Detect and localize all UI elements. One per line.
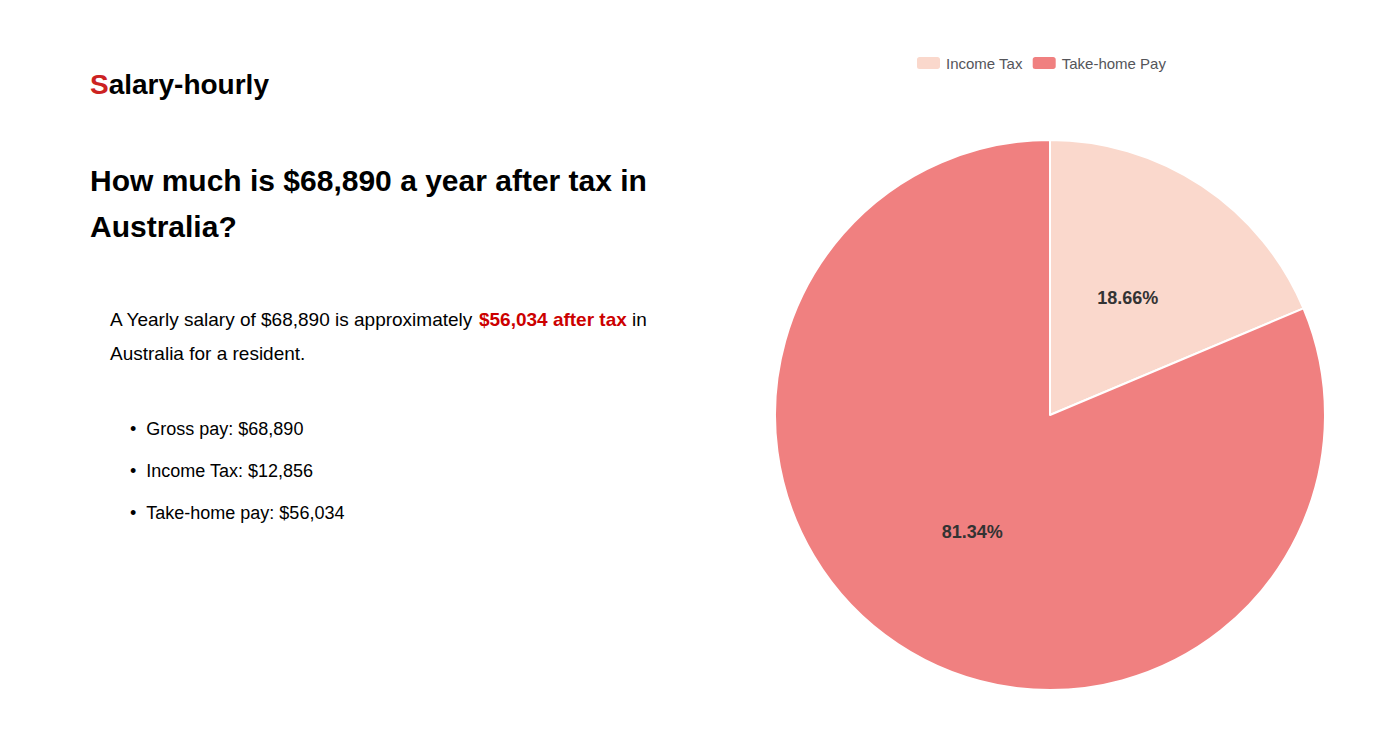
svg-text:Income Tax: $12,856: Income Tax: $12,856 <box>146 461 313 481</box>
svg-text:How much is $68,890 a year aft: How much is $68,890 a year after tax in <box>90 164 647 197</box>
svg-text:•: • <box>130 503 146 523</box>
svg-text:Income Tax: Income Tax <box>946 55 1023 72</box>
svg-text:in: in <box>627 309 647 330</box>
svg-text:alary-hourly: alary-hourly <box>109 69 270 100</box>
svg-text:S: S <box>90 69 109 100</box>
svg-text:Take-home Pay: Take-home Pay <box>1062 55 1167 72</box>
svg-text:18.66%: 18.66% <box>1097 288 1158 308</box>
svg-text:Gross pay: $68,890: Gross pay: $68,890 <box>146 419 303 439</box>
svg-text:•: • <box>130 419 146 439</box>
svg-text:Australia for a resident.: Australia for a resident. <box>110 343 305 364</box>
svg-text:A Yearly salary of $68,890 is: A Yearly salary of $68,890 is approximat… <box>110 309 478 330</box>
svg-text:Australia?: Australia? <box>90 210 237 243</box>
svg-text:•: • <box>130 461 146 481</box>
svg-text:$56,034 after tax: $56,034 after tax <box>479 309 627 330</box>
svg-text:Take-home pay: $56,034: Take-home pay: $56,034 <box>146 503 344 523</box>
svg-text:81.34%: 81.34% <box>942 522 1003 542</box>
